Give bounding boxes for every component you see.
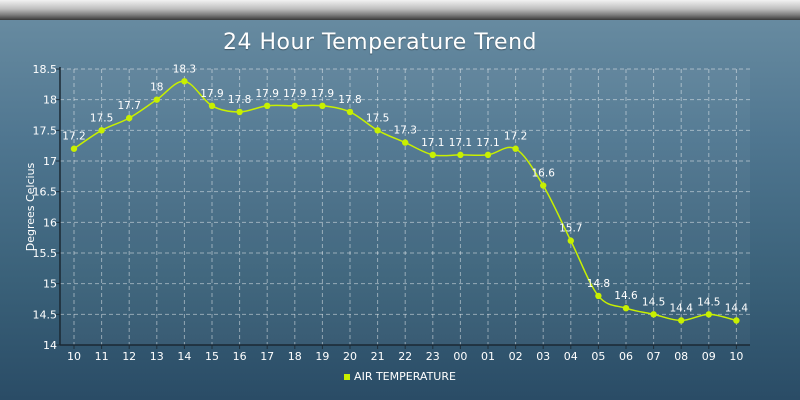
x-tick-label: 14: [177, 350, 191, 363]
data-point: [484, 151, 492, 159]
data-point: [402, 139, 409, 146]
data-label: 17.2: [504, 131, 527, 143]
x-tick-label: 19: [315, 350, 329, 363]
y-tick-label: 16.5: [33, 186, 58, 199]
x-tick-label: 20: [343, 350, 357, 363]
data-label: 17.9: [256, 88, 279, 100]
y-axis-label: Degrees Celcius: [24, 162, 37, 251]
y-tick-label: 15.5: [33, 247, 58, 260]
data-point: [208, 102, 216, 110]
data-label: 14.6: [614, 290, 638, 302]
x-tick-label: 01: [481, 350, 495, 363]
data-label: 17.8: [228, 94, 251, 106]
x-tick-label: 17: [260, 350, 274, 363]
legend: AIR TEMPERATURE: [0, 370, 800, 383]
data-label: 14.8: [587, 278, 610, 290]
x-tick-label: 13: [150, 350, 164, 363]
data-point: [291, 102, 298, 110]
data-label: 17.7: [118, 100, 141, 112]
chart-title: 24 Hour Temperature Trend: [222, 30, 538, 55]
x-tick-label: 22: [398, 350, 412, 363]
x-tick-label: 23: [426, 350, 440, 363]
data-point: [678, 317, 685, 324]
x-tick-label: 15: [205, 350, 219, 363]
legend-swatch: [344, 374, 351, 380]
y-tick-label: 17.5: [33, 124, 58, 137]
top-bar: [0, 0, 800, 20]
data-label: 17.3: [394, 125, 417, 137]
x-tick-label: 07: [647, 350, 661, 363]
data-point: [319, 102, 326, 110]
x-tick-label: 18: [288, 350, 302, 363]
data-label: 17.5: [366, 112, 389, 124]
y-tick-label: 14.5: [33, 308, 58, 321]
data-point: [70, 145, 78, 152]
x-tick-label: 06: [619, 350, 633, 363]
x-tick-label: 12: [122, 350, 136, 363]
data-label: 18: [150, 82, 163, 94]
data-label: 17.9: [283, 88, 306, 100]
data-label: 15.7: [559, 223, 582, 235]
data-label: 14.4: [670, 302, 694, 314]
x-tick-label: 00: [453, 350, 467, 363]
data-label: 16.6: [532, 168, 556, 180]
data-point: [540, 182, 547, 189]
y-tick-label: 14: [43, 339, 57, 352]
y-tick-label: 16: [43, 216, 57, 229]
x-tick-label: 11: [95, 350, 109, 363]
data-point: [346, 108, 354, 116]
data-point: [622, 305, 630, 312]
data-point: [595, 292, 602, 300]
x-tick-label: 08: [674, 350, 688, 363]
data-label: 18.3: [173, 63, 196, 75]
plot-area: [60, 69, 750, 345]
data-label: 17.1: [421, 137, 444, 149]
x-tick-label: 10: [729, 350, 743, 363]
data-point: [98, 127, 105, 134]
data-label: 17.8: [338, 94, 361, 106]
data-point: [181, 78, 188, 85]
data-point: [429, 151, 436, 159]
x-tick-label: 03: [536, 350, 550, 363]
y-tick-label: 17: [43, 155, 57, 168]
data-label: 17.1: [449, 137, 472, 149]
data-point: [567, 237, 574, 244]
data-label: 17.9: [200, 88, 223, 100]
x-tick-label: 02: [509, 350, 523, 363]
legend-label: AIR TEMPERATURE: [354, 370, 456, 383]
data-point: [374, 127, 381, 134]
data-label: 17.1: [476, 137, 499, 149]
data-label: 14.5: [642, 296, 665, 308]
data-label: 17.2: [62, 131, 85, 143]
data-point: [650, 311, 657, 318]
y-tick-label: 15: [43, 278, 57, 291]
x-tick-label: 05: [591, 350, 605, 363]
data-label: 17.9: [311, 88, 334, 100]
y-tick-label: 18.5: [33, 63, 58, 76]
data-point: [705, 311, 712, 318]
x-tick-label: 04: [564, 350, 578, 363]
data-label: 17.5: [90, 112, 113, 124]
x-tick-label: 10: [67, 350, 81, 363]
data-point: [264, 102, 271, 110]
x-tick-label: 21: [371, 350, 385, 363]
data-point: [236, 108, 243, 116]
data-label: 14.5: [697, 296, 720, 308]
data-label: 14.4: [725, 302, 749, 314]
data-point: [512, 145, 519, 152]
data-point: [126, 114, 133, 122]
data-point: [457, 151, 464, 159]
x-tick-label: 09: [702, 350, 716, 363]
x-tick-label: 16: [233, 350, 247, 363]
data-point: [153, 96, 160, 103]
data-point: [733, 317, 740, 324]
y-tick-label: 18: [43, 94, 57, 107]
